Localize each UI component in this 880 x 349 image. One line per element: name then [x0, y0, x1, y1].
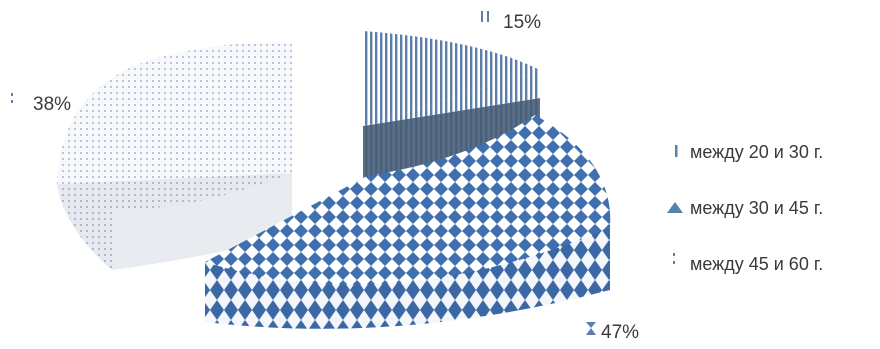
legend-label-1: между 20 и 30 г.	[690, 142, 823, 162]
legend-label-3: между 45 и 60 г.	[690, 254, 823, 274]
slice-1-top-edge	[363, 70, 540, 126]
data-label-15: 15%	[481, 11, 541, 33]
label-marker-47	[586, 322, 596, 335]
legend-marker-3b	[673, 261, 675, 264]
data-label-38: 38%	[11, 93, 71, 115]
slice-2	[205, 115, 611, 329]
legend-marker-2	[667, 202, 683, 213]
legend-item-3: между 45 и 60 г.	[673, 253, 823, 274]
label-marker-15	[481, 11, 483, 22]
slice-3-top	[57, 42, 292, 184]
label-15: 15%	[503, 12, 541, 33]
legend-item-1: между 20 и 30 г.	[675, 142, 823, 162]
legend-label-2: между 30 и 45 г.	[690, 198, 823, 218]
legend-marker-3	[673, 253, 675, 256]
legend: между 20 и 30 г. между 30 и 45 г. между …	[667, 142, 823, 274]
legend-item-2: между 30 и 45 г.	[667, 198, 823, 218]
label-marker-38	[11, 93, 13, 96]
label-marker-15b	[487, 11, 489, 22]
data-label-47: 47%	[586, 322, 639, 343]
legend-marker-1	[675, 145, 678, 157]
slice-1-top	[363, 31, 540, 126]
label-marker-38b	[11, 100, 13, 103]
label-38: 38%	[33, 94, 71, 115]
slice-2-top	[205, 115, 611, 285]
slice-3	[57, 42, 292, 270]
label-47: 47%	[601, 322, 639, 343]
